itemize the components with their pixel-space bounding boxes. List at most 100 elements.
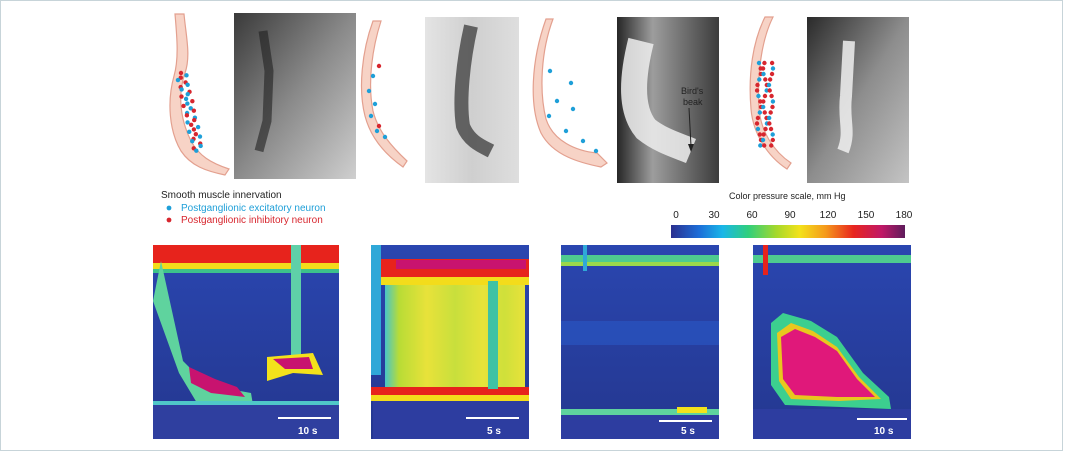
- pressure-scale-ticks: 0 30 60 90 120 150 180: [673, 210, 913, 221]
- pressure-scale-tick-label: 0: [673, 210, 679, 221]
- manometry-panel-4: [753, 245, 911, 439]
- inhibitory-neuron-dot: [763, 126, 768, 132]
- excitatory-neuron-dot: [368, 113, 374, 119]
- excitatory-neuron-dot: [755, 126, 761, 132]
- inhibitory-neuron-dot: [761, 143, 767, 148]
- excitatory-neuron-dot: [766, 82, 772, 88]
- excitatory-neuron-dot: [554, 98, 560, 104]
- xray-lumen-jackhammer: [837, 40, 855, 154]
- excitatory-neuron-dot: [194, 148, 199, 153]
- xray-lumen-normal: [254, 30, 274, 153]
- inhibitory-neuron-dot: [376, 123, 382, 129]
- excitatory-neuron-dot: [185, 101, 190, 106]
- inhibitory-neuron-dot: [376, 63, 382, 69]
- xray-image-normal: [234, 13, 356, 179]
- inhibitory-neuron-dot: [184, 113, 190, 118]
- inhibitory-neuron-dot: [191, 108, 197, 113]
- pressure-scale-title: Color pressure scale, mm Hg: [729, 191, 846, 201]
- excitatory-neuron-dot: [183, 96, 189, 102]
- excitatory-neuron-dot: [382, 134, 388, 140]
- pressure-scale-tick-label: 180: [896, 210, 913, 221]
- excitatory-neuron-dot: [366, 88, 372, 94]
- manometry-panel-3: [561, 245, 719, 439]
- legend-title: Smooth muscle innervation: [161, 190, 282, 201]
- excitatory-neuron-dot: [756, 60, 762, 66]
- annotation-arrow-line: [688, 107, 692, 147]
- inhibitory-neuron-dot: [762, 110, 767, 115]
- excitatory-neuron-dot: [757, 110, 763, 115]
- inhibitory-neuron-dot: [755, 82, 760, 88]
- legend-excitatory-label: Postganglionic excitatory neuron: [181, 203, 326, 214]
- annotation-line1: Bird's: [681, 86, 704, 96]
- inhibitory-neuron-dot: [179, 94, 184, 99]
- excitatory-neuron-dot: [580, 138, 586, 144]
- esophagus-diagram-normal: [169, 13, 230, 176]
- annotation-arrowhead: [688, 144, 694, 152]
- excitatory-neuron-dot: [756, 93, 761, 99]
- pressure-scale-tick-label: 120: [820, 210, 837, 221]
- pressure-scale-tick-label: 60: [746, 210, 758, 221]
- inhibitory-neuron-dot: [770, 137, 776, 143]
- inhibitory-neuron-dot: [188, 122, 194, 127]
- xray-lumen-spastic: [454, 24, 495, 158]
- inhibitory-neuron-dot: [757, 132, 763, 137]
- pressure-scale-tick-label: 150: [858, 210, 875, 221]
- excitatory-neuron-dot: [185, 91, 190, 97]
- excitatory-neuron-dot: [758, 143, 763, 148]
- pressure-scale-bar: [671, 225, 905, 238]
- scale-label-1: 10 s: [298, 426, 318, 437]
- inhibitory-neuron-dot: [763, 77, 768, 82]
- inhibitory-neuron-dot: [181, 103, 186, 109]
- inhibitory-neuron-dot: [768, 126, 774, 132]
- manometry-panel-2: [371, 245, 529, 439]
- inhibitory-neuron-dot: [754, 88, 760, 93]
- excitatory-neuron-dot: [757, 77, 762, 82]
- excitatory-neuron-dot: [764, 88, 769, 93]
- inhibitory-neuron-dot: [769, 71, 775, 77]
- pressure-scale-tick-label: 90: [784, 210, 796, 221]
- excitatory-neuron-dot: [770, 99, 776, 104]
- xray-lumen-achalasia: [621, 37, 696, 164]
- inhibitory-neuron-dot: [770, 104, 775, 110]
- excitatory-neuron-dot: [175, 77, 181, 83]
- esophagus-diagram-jackhammer: [749, 16, 792, 170]
- inhibitory-neuron-dot: [769, 60, 775, 66]
- inhibitory-neuron-dot: [761, 99, 766, 104]
- inhibitory-neuron-dot: [767, 121, 772, 126]
- excitatory-neuron-dot: [190, 139, 195, 144]
- excitatory-neuron-dot: [374, 128, 380, 134]
- excitatory-neuron-dot: [185, 120, 190, 125]
- excitatory-neuron-dot: [770, 66, 776, 71]
- inhibitory-neuron-dot: [178, 70, 184, 76]
- esophagus-diagram-spastic: [360, 20, 408, 168]
- excitatory-neuron-dot: [546, 113, 552, 119]
- inhibitory-neuron-dot: [762, 93, 768, 99]
- excitatory-neuron-dot: [372, 101, 378, 107]
- inhibitory-neuron-dot: [768, 110, 773, 115]
- inhibitory-neuron-dot: [761, 132, 766, 137]
- excitatory-neuron-dot: [179, 87, 184, 92]
- excitatory-neuron-dot: [370, 73, 376, 79]
- xray-image-jackhammer: [807, 17, 909, 183]
- inhibitory-neuron-dot: [192, 117, 197, 123]
- scale-label-4: 10 s: [874, 426, 894, 437]
- inhibitory-neuron-dot: [769, 143, 774, 148]
- inhibitory-neuron-dot: [755, 115, 761, 121]
- scale-label-3: 5 s: [681, 426, 695, 437]
- inhibitory-neuron-dot: [767, 77, 773, 82]
- inhibitory-neuron-dot: [193, 131, 199, 137]
- excitatory-neuron-dot: [187, 129, 192, 135]
- inhibitory-neuron-dot: [762, 60, 767, 66]
- manometry-panel-1: [153, 245, 339, 439]
- excitatory-neuron-dot: [197, 134, 203, 139]
- excitatory-neuron-dot: [184, 73, 189, 78]
- excitatory-neuron-dot: [195, 124, 201, 130]
- excitatory-neuron-dot: [593, 148, 599, 154]
- inhibitory-neuron-dot: [190, 99, 195, 104]
- excitatory-neuron-dot: [570, 106, 576, 112]
- excitatory-neuron-dot: [547, 68, 553, 74]
- excitatory-neuron-dot: [760, 137, 766, 143]
- excitatory-neuron-dot: [770, 132, 775, 137]
- excitatory-neuron-dot: [568, 80, 574, 86]
